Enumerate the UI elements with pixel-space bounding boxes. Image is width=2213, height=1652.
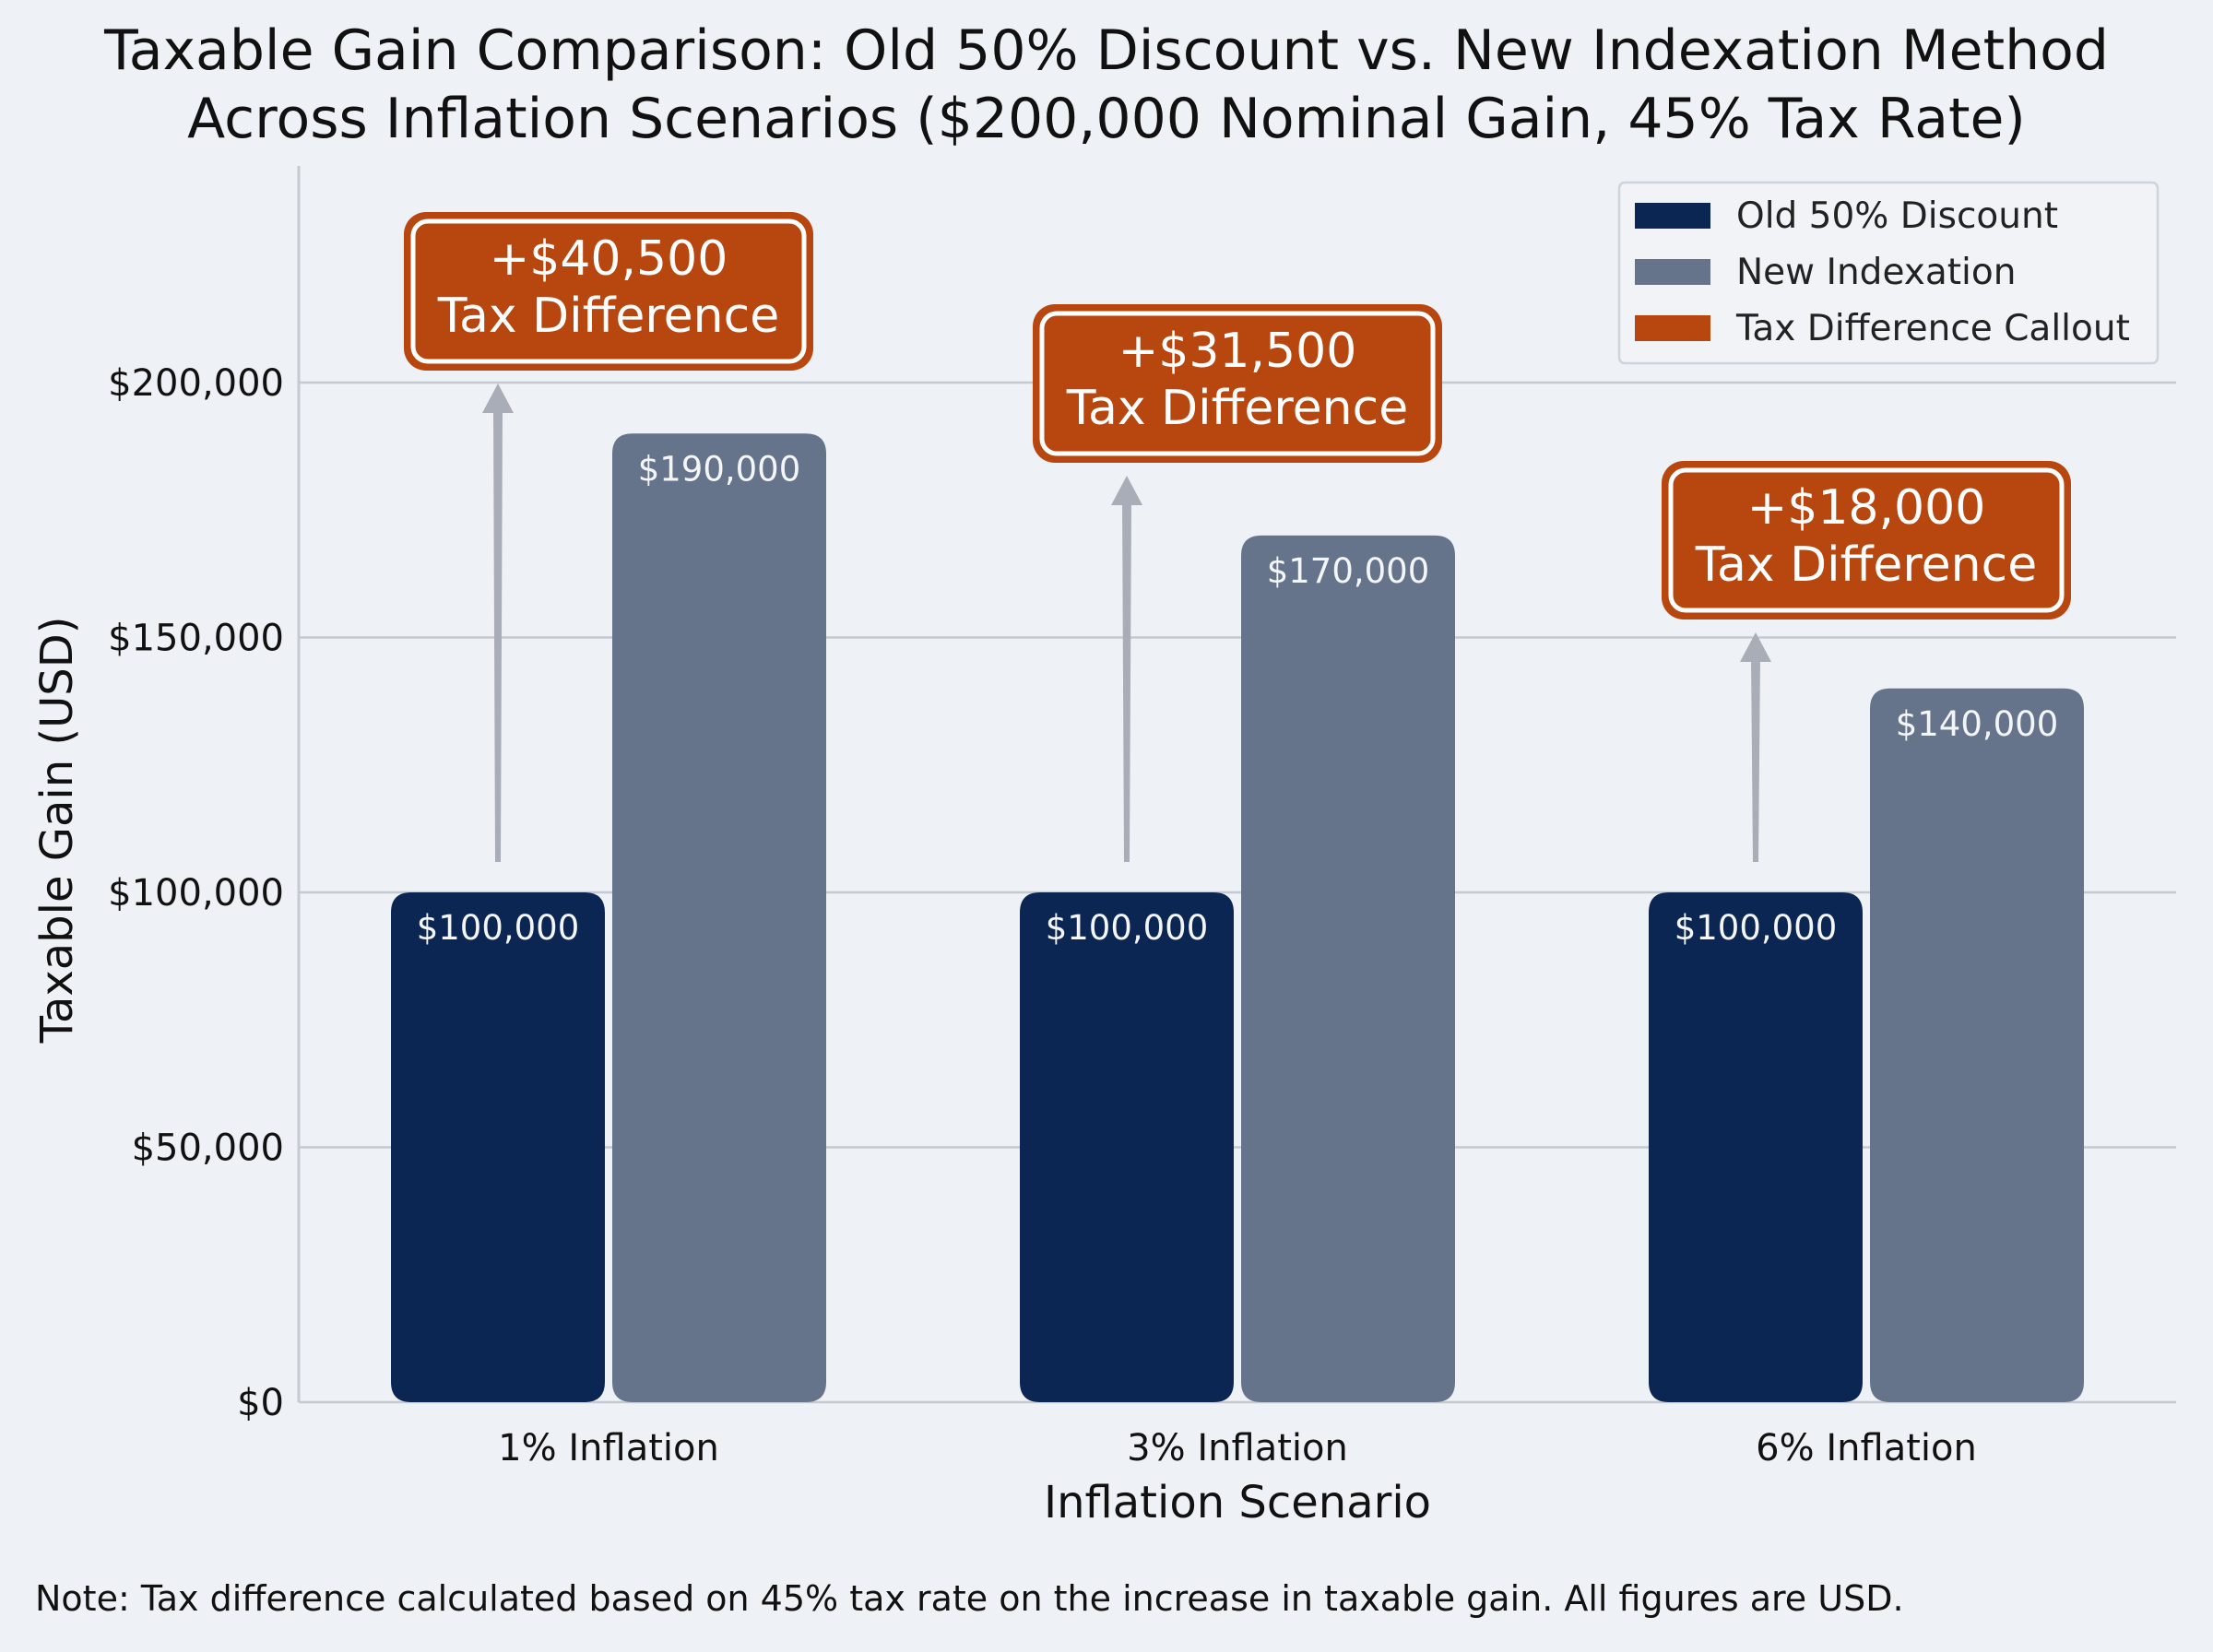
chart-title-line-1: Taxable Gain Comparison: Old 50% Discoun… (104, 18, 2109, 83)
x-tick-label: 3% Inflation (1127, 1427, 1348, 1469)
bar-value-label: $100,000 (417, 908, 580, 948)
y-tick-label: $200,000 (108, 362, 284, 405)
legend-swatch (1635, 315, 1710, 341)
chart-title: Taxable Gain Comparison: Old 50% Discoun… (0, 17, 2213, 153)
bar-new-indexation (612, 433, 826, 1402)
legend-box (1617, 181, 2160, 365)
callout-amount: +$18,000 (1747, 480, 1986, 536)
callout-box (1033, 304, 1442, 463)
bar-value-label: $140,000 (1896, 704, 2059, 744)
callout-box (1662, 461, 2071, 620)
legend-label: New Indexation (1736, 252, 2016, 293)
x-tick-label: 1% Inflation (498, 1427, 719, 1469)
callout-amount: +$31,500 (1118, 324, 1357, 379)
y-tick-label: $50,000 (132, 1127, 284, 1170)
callout-label: Tax Difference (1066, 381, 1408, 436)
bar-value-label: $100,000 (1046, 908, 1209, 948)
arrow-shaft (1751, 656, 1760, 862)
legend-swatch (1635, 259, 1710, 285)
arrow-head (482, 384, 514, 413)
callout-label: Tax Difference (1695, 537, 2037, 593)
bar-value-label: $190,000 (638, 449, 801, 489)
y-axis-title: Taxable Gain (USD) (31, 617, 83, 1044)
callout-border (410, 218, 807, 364)
bar-value-label: $170,000 (1267, 551, 1430, 591)
arrow-shaft (1122, 500, 1131, 862)
legend-label: Old 50% Discount (1736, 195, 2058, 237)
bar-old-discount (391, 892, 605, 1402)
callout-label: Tax Difference (437, 289, 779, 344)
arrow-shaft (493, 407, 503, 862)
legend-swatch (1635, 203, 1710, 229)
bar-old-discount (1020, 892, 1234, 1402)
y-tick-label: $100,000 (108, 872, 284, 914)
legend-label: Tax Difference Callout (1735, 308, 2130, 349)
arrow-head (1111, 476, 1142, 505)
callout-border (1039, 311, 1436, 456)
chart-title-line-2: Across Inflation Scenarios ($200,000 Nom… (187, 87, 2026, 151)
bar-value-label: $100,000 (1675, 908, 1838, 948)
callout-border (1668, 467, 2065, 613)
callout-amount: +$40,500 (490, 231, 728, 287)
bar-new-indexation (1241, 535, 1455, 1402)
arrow-head (1740, 632, 1771, 662)
bar-old-discount (1649, 892, 1863, 1402)
footnote: Note: Tax difference calculated based on… (35, 1578, 1904, 1619)
callout-box (404, 212, 813, 371)
bar-new-indexation (1870, 688, 2084, 1402)
x-tick-label: 6% Inflation (1756, 1427, 1977, 1469)
y-tick-label: $0 (237, 1382, 284, 1424)
x-axis-title: Inflation Scenario (1044, 1477, 1431, 1528)
y-tick-label: $150,000 (108, 618, 284, 660)
